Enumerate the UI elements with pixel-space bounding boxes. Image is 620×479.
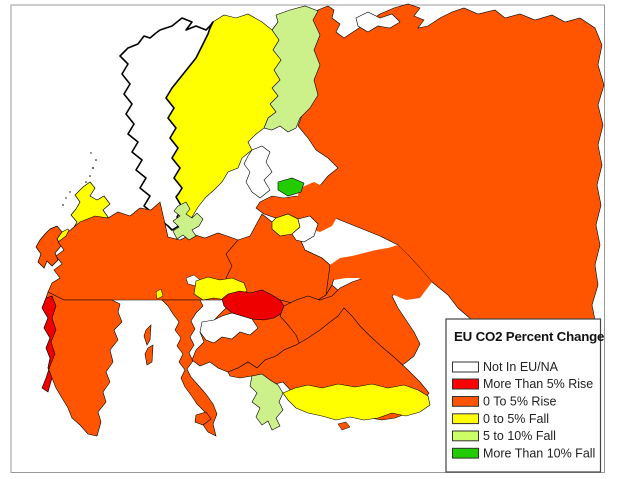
svg-text:More Than 5% Rise: More Than 5% Rise (483, 377, 593, 391)
svg-text:Not In EU/NA: Not In EU/NA (483, 360, 559, 374)
svg-text:EU CO2 Percent Change: EU CO2 Percent Change (454, 329, 604, 344)
svg-text:More Than 10% Fall: More Than 10% Fall (483, 446, 595, 460)
svg-text:5 to 10% Fall: 5 to 10% Fall (483, 429, 556, 443)
svg-text:0 To 5% Rise: 0 To 5% Rise (483, 395, 556, 409)
svg-text:0 to 5% Fall: 0 to 5% Fall (483, 412, 549, 426)
